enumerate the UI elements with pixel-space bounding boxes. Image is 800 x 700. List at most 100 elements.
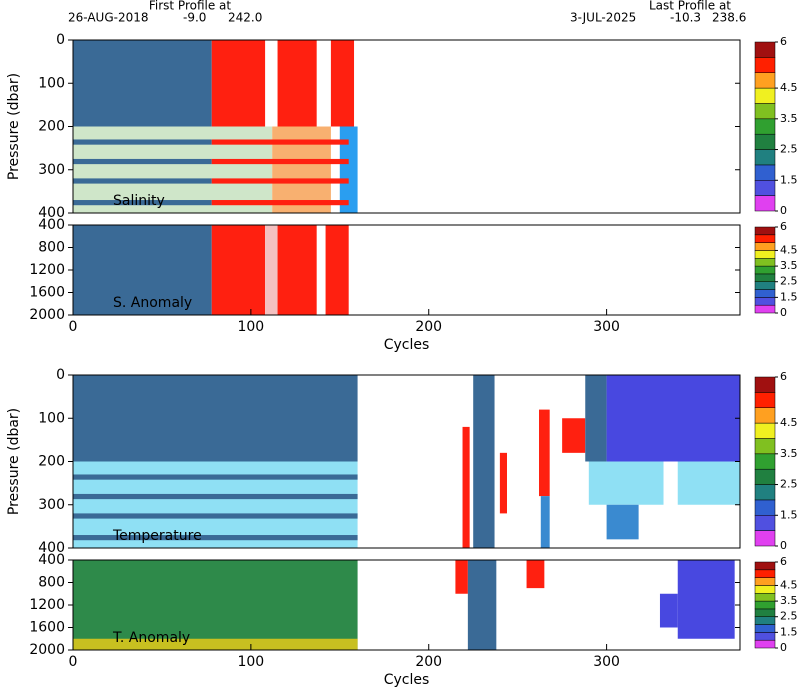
colorbar-box <box>754 258 776 267</box>
colorbar-tick-label: 3.5 <box>780 259 798 272</box>
x-axis-label: Cycles <box>384 672 430 688</box>
y-tick-label: 0 <box>56 367 65 383</box>
y-tick-label: 400 <box>38 552 65 568</box>
colorbar-box <box>754 569 776 578</box>
data-block <box>73 535 358 541</box>
colorbar-box <box>754 226 776 236</box>
colorbar-tick-label: 1.5 <box>780 508 798 521</box>
data-block <box>73 178 212 184</box>
data-block <box>473 375 495 548</box>
y-tick-label: 1200 <box>29 597 65 613</box>
data-block <box>330 40 355 127</box>
colorbar-tick-label: 6 <box>780 35 787 48</box>
colorbar-tick-label: 4.5 <box>780 243 798 256</box>
panel-label: Salinity <box>113 193 165 209</box>
data-block <box>73 513 358 519</box>
colorbar-box <box>754 530 776 547</box>
header-text: 238.6 <box>712 11 746 25</box>
colorbar-box <box>754 392 776 408</box>
data-block <box>211 40 266 127</box>
colorbar-box <box>754 376 776 393</box>
data-block <box>588 461 664 505</box>
colorbar-tick-label: 1.5 <box>780 173 798 186</box>
data-block <box>73 225 212 315</box>
data-block <box>540 496 550 548</box>
colorbar-box <box>754 561 776 571</box>
x-tick-label: 0 <box>69 319 78 335</box>
colorbar-box <box>754 608 776 617</box>
x-tick-label: 300 <box>593 654 620 670</box>
header-text: -10.3 <box>670 11 701 25</box>
panel-label: S. Anomaly <box>113 295 192 311</box>
colorbar-box <box>754 499 776 516</box>
colorbar-tick-label: 3.5 <box>780 447 798 460</box>
colorbar-tick-label: 4.5 <box>780 416 798 429</box>
data-block <box>606 504 639 540</box>
x-tick-label: 200 <box>415 319 442 335</box>
y-tick-label: 2000 <box>29 307 65 323</box>
colorbar-box <box>754 273 776 282</box>
data-block <box>562 418 586 453</box>
colorbar-box <box>754 468 776 485</box>
colorbar-box <box>754 72 776 89</box>
colorbar-box <box>754 289 776 298</box>
data-block <box>73 40 212 127</box>
colorbar-box <box>754 118 776 135</box>
y-tick-label: 800 <box>38 240 65 256</box>
y-tick-label: 400 <box>38 540 65 556</box>
data-block <box>677 560 735 639</box>
y-tick-label: 200 <box>38 454 65 470</box>
y-tick-label: 100 <box>38 410 65 426</box>
y-tick-label: 200 <box>38 119 65 135</box>
colorbar-box <box>754 593 776 602</box>
colorbar-box <box>754 281 776 290</box>
data-block <box>277 225 317 315</box>
x-tick-label: 200 <box>415 654 442 670</box>
colorbar-tick-label: 1.5 <box>780 625 798 638</box>
colorbar-box <box>754 195 776 212</box>
data-block <box>73 638 358 650</box>
colorbar-box <box>754 577 776 586</box>
data-block <box>211 178 349 184</box>
data-block <box>211 158 349 165</box>
x-tick-label: 300 <box>593 319 620 335</box>
header-text: 26-AUG-2018 <box>68 11 149 25</box>
colorbar-box <box>754 484 776 501</box>
y-tick-label: 300 <box>38 497 65 513</box>
colorbar-box <box>754 632 776 641</box>
colorbar-box <box>754 242 776 251</box>
y-axis-label: Pressure (dbar) <box>6 73 22 180</box>
y-tick-label: 400 <box>38 205 65 221</box>
data-block <box>467 560 497 650</box>
panel-label: T. Anomaly <box>112 630 190 646</box>
colorbar-tick-label: 3.5 <box>780 594 798 607</box>
y-tick-label: 1600 <box>29 620 65 636</box>
data-block <box>462 426 470 548</box>
colorbar-box <box>754 164 776 181</box>
colorbar-box <box>754 103 776 120</box>
colorbar-box <box>754 624 776 633</box>
colorbar-tick-label: 2.5 <box>780 275 798 288</box>
colorbar-box <box>754 180 776 196</box>
colorbar-box <box>754 304 776 314</box>
data-block <box>73 493 358 500</box>
data-block <box>659 593 678 628</box>
data-block <box>277 40 317 127</box>
colorbar-box <box>754 149 776 166</box>
colorbar-tick-label: 2.5 <box>780 143 798 156</box>
header-text: 242.0 <box>228 11 262 25</box>
data-block <box>73 375 358 462</box>
colorbar-tick-label: 3.5 <box>780 112 798 125</box>
data-block <box>265 225 278 315</box>
x-axis-label: Cycles <box>384 337 430 353</box>
colorbar-tick-label: 6 <box>780 370 787 383</box>
colorbar-box <box>754 87 776 104</box>
data-block <box>499 452 507 514</box>
colorbar-tick-label: 6 <box>780 555 787 568</box>
data-block <box>211 200 349 206</box>
colorbar-box <box>754 250 776 259</box>
colorbar-tick-label: 0 <box>780 204 787 217</box>
colorbar-tick-label: 4.5 <box>780 578 798 591</box>
y-tick-label: 300 <box>38 162 65 178</box>
y-axis-label: Pressure (dbar) <box>6 408 22 515</box>
